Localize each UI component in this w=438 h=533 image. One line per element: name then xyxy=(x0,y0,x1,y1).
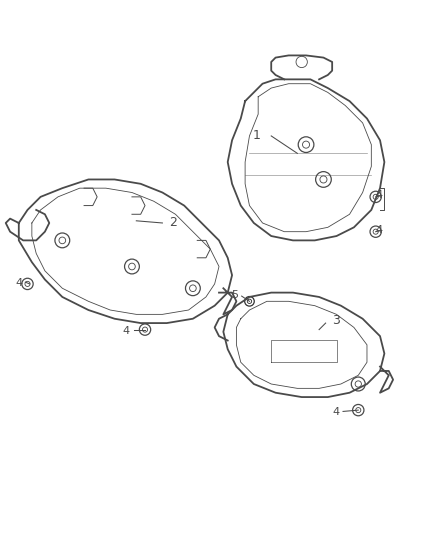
Text: 4: 4 xyxy=(15,278,22,288)
Text: 1: 1 xyxy=(252,130,260,142)
Text: 3: 3 xyxy=(332,314,340,327)
Text: 2: 2 xyxy=(169,216,177,230)
Text: 4: 4 xyxy=(123,326,130,336)
Text: 5: 5 xyxy=(232,290,239,300)
Text: 4: 4 xyxy=(375,190,382,200)
Text: 4: 4 xyxy=(375,224,382,235)
Text: 4: 4 xyxy=(333,407,340,417)
